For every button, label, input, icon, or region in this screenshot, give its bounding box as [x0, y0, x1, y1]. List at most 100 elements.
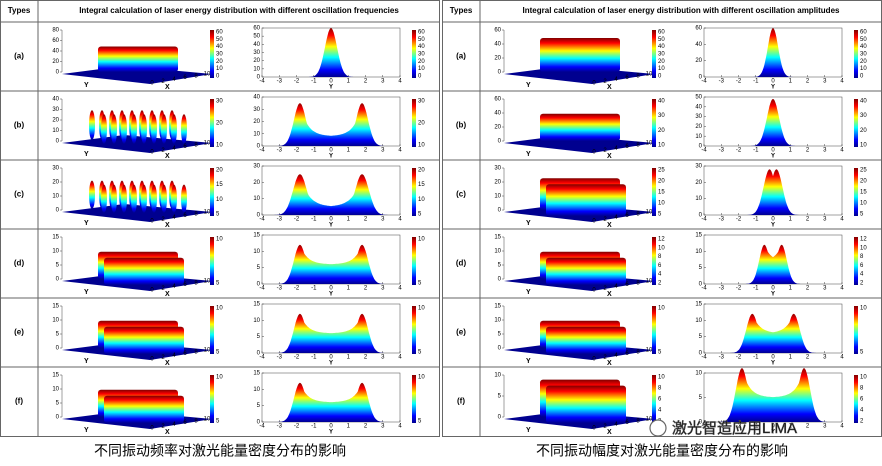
surface-ridge	[104, 257, 184, 285]
colorbar-tick-label: 4	[860, 408, 864, 414]
x3d-tick-label: 0	[150, 150, 154, 156]
z-tick-label: 60	[494, 97, 501, 103]
colorbar-3d	[652, 99, 656, 147]
profile-curve	[262, 382, 400, 422]
profile-x-tick-label: 4	[398, 148, 402, 154]
x-axis-label-3d: X	[165, 291, 170, 298]
x3d-tick-label: 2	[161, 286, 165, 292]
surface-bump	[171, 184, 177, 213]
surface-bump	[181, 114, 187, 144]
z-tick-label: 10	[494, 249, 501, 255]
row-label: (d)	[14, 259, 25, 268]
colorbar-tick-label: 5	[658, 212, 662, 218]
x3d-tick-label: 6	[625, 213, 629, 219]
z-tick-label: 5	[498, 332, 502, 338]
profile-x-tick-label: -2	[736, 424, 742, 430]
profile-y-tick-label: 60	[695, 26, 702, 32]
y-axis-label-3d: Y	[84, 151, 89, 158]
row-label: (f)	[15, 397, 23, 406]
surface-ridge	[546, 385, 626, 423]
x-axis-label-3d: X	[607, 429, 612, 436]
x3d-tick-label: 4	[172, 353, 176, 359]
z-tick-label: 15	[494, 304, 501, 310]
x3d-tick-label: 8	[636, 142, 640, 148]
colorbar-tick-label: 0	[216, 74, 220, 80]
profile-x-tick-label: -4	[701, 424, 707, 430]
profile-x-tick-label: -2	[294, 424, 300, 430]
profile-x-tick-label: 2	[806, 355, 810, 361]
colorbar-tick-label: 20	[216, 120, 223, 126]
z-tick-label: 10	[494, 373, 501, 379]
colorbar-tick-label: 20	[658, 128, 665, 134]
colorbar-tick-label: 10	[216, 374, 223, 380]
row-label: (c)	[456, 190, 466, 199]
x3d-tick-label: 6	[625, 420, 629, 426]
colorbar-profile	[854, 168, 858, 216]
x3d-tick-label: 10	[646, 210, 653, 216]
colorbar-profile	[854, 375, 858, 423]
profile-x-label: Y	[771, 85, 775, 91]
z-tick-label: 0	[56, 415, 60, 421]
colorbar-tick-label: 60	[216, 29, 223, 35]
profile-x-tick-label: 1	[789, 424, 793, 430]
surface-ridge	[546, 326, 626, 354]
colorbar-profile	[412, 168, 416, 216]
colorbar-3d	[210, 30, 214, 78]
profile-curve	[262, 174, 400, 215]
row-label: (a)	[456, 52, 466, 61]
x-axis-label-3d: X	[165, 429, 170, 436]
x3d-tick-label: 0	[150, 357, 154, 363]
profile-y-tick-label: 0	[699, 351, 703, 357]
profile-y-tick-label: 5	[699, 395, 703, 401]
profile-x-tick-label: -4	[701, 286, 707, 292]
profile-x-tick-label: 3	[823, 286, 827, 292]
colorbar-tick-label: 15	[658, 189, 665, 195]
profile-y-tick-label: 10	[695, 134, 702, 140]
z-tick-label: 20	[494, 180, 501, 186]
x3d-tick-label: 10	[204, 210, 211, 216]
profile-x-tick-label: 3	[823, 355, 827, 361]
colorbar-tick-label: 10	[658, 305, 665, 311]
profile-y-tick-label: 20	[253, 119, 260, 125]
profile-y-tick-label: 10	[253, 249, 260, 255]
x3d-tick-label: 8	[194, 418, 198, 424]
x3d-tick-label: 2	[603, 355, 607, 361]
x3d-tick-label: 10	[646, 348, 653, 354]
surface-bump	[141, 184, 147, 213]
profile-x-tick-label: -1	[753, 424, 759, 430]
colorbar-tick-label: 10	[860, 374, 867, 380]
colorbar-tick-label: 8	[860, 254, 864, 260]
colorbar-tick-label: 4	[658, 272, 662, 278]
colorbar-3d	[210, 168, 214, 216]
profile-x-tick-label: -2	[736, 217, 742, 223]
colorbar-profile	[412, 375, 416, 423]
x3d-tick-label: 8	[194, 349, 198, 355]
row-label: (c)	[14, 190, 24, 199]
surface-bump	[121, 184, 127, 213]
profile-x-tick-label: -1	[753, 355, 759, 361]
x3d-tick-label: 8	[194, 142, 198, 148]
profile-x-tick-label: 0	[771, 79, 775, 85]
z-tick-label: 30	[494, 166, 501, 172]
colorbar-tick-label: 10	[418, 236, 425, 242]
colorbar-tick-label: 10	[216, 236, 223, 242]
profile-y-tick-label: 5	[699, 265, 703, 271]
x-axis-label-3d: X	[165, 153, 170, 160]
profile-x-label: Y	[771, 223, 775, 229]
profile-x-tick-label: -4	[259, 217, 265, 223]
y-axis-label-3d: Y	[84, 82, 89, 89]
x3d-tick-label: 4	[614, 284, 618, 290]
profile-x-label: Y	[329, 85, 333, 91]
profile-x-tick-label: 1	[789, 148, 793, 154]
profile-x-tick-label: 1	[347, 286, 351, 292]
x-axis-label-3d: X	[607, 84, 612, 91]
z-tick-label: 20	[494, 56, 501, 62]
profile-x-tick-label: -4	[701, 79, 707, 85]
colorbar-profile	[854, 99, 858, 147]
z-tick-label: 10	[52, 318, 59, 324]
colorbar-profile	[854, 306, 858, 354]
colorbar-tick-label: 30	[860, 51, 867, 57]
profile-x-tick-label: -2	[294, 355, 300, 361]
colorbar-3d	[652, 237, 656, 285]
colorbar-tick-label: 10	[658, 245, 665, 251]
